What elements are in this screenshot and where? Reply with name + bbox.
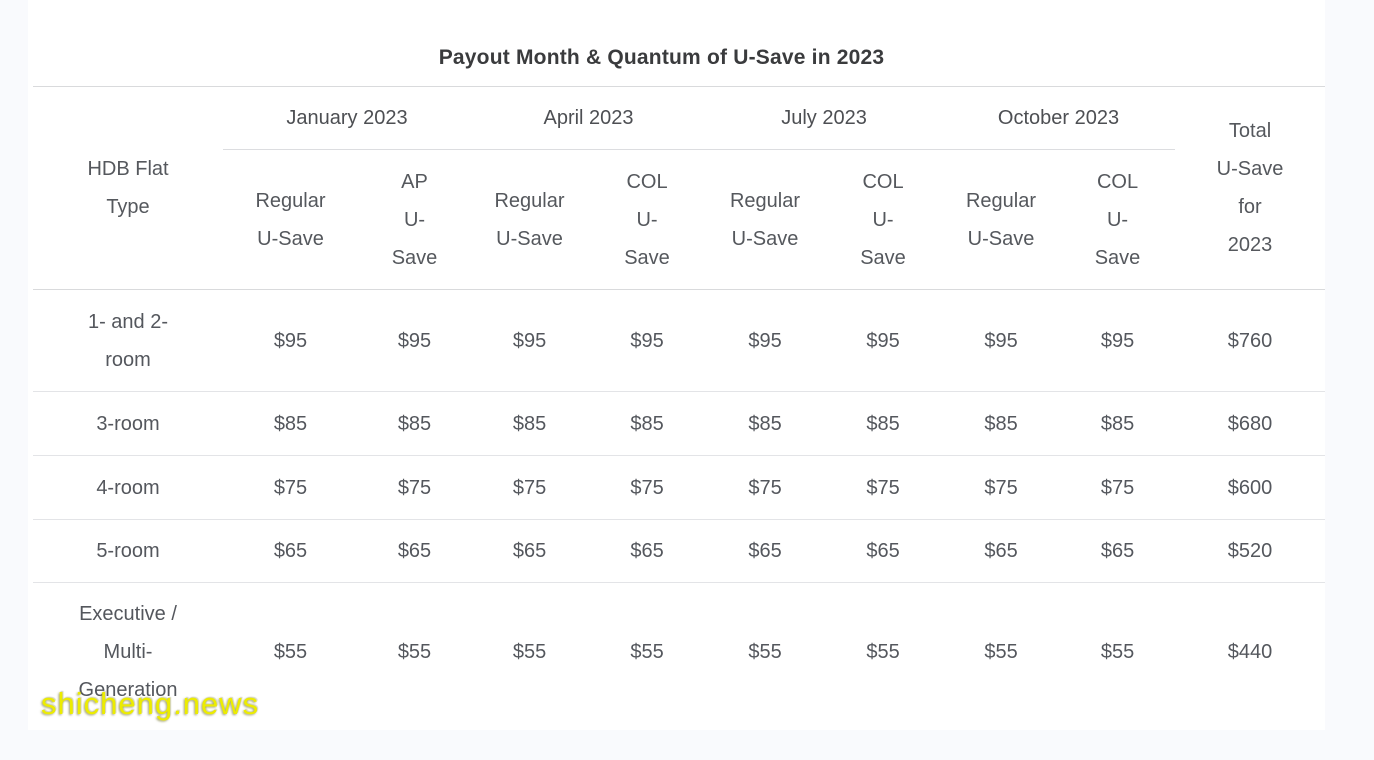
cell-value: $85 bbox=[824, 391, 943, 456]
cell-value: $85 bbox=[1060, 391, 1176, 456]
subheader-oct-col-usave: COL U- Save bbox=[1060, 149, 1176, 290]
table-row-5-room: 5-room $65 $65 $65 $65 $65 $65 $65 $65 $… bbox=[33, 519, 1326, 583]
cell-value: $95 bbox=[588, 289, 707, 392]
table-row-4-room: 4-room $75 $75 $75 $75 $75 $75 $75 $75 $… bbox=[33, 455, 1326, 520]
cell-value: $65 bbox=[223, 519, 358, 583]
cell-value: $85 bbox=[358, 391, 472, 456]
month-header-october: October 2023 bbox=[942, 86, 1176, 150]
subheader-jul-regular-usave: Regular U-Save bbox=[706, 149, 825, 290]
row-label: 5-room bbox=[33, 519, 223, 583]
row-label: Executive / Multi- Generation bbox=[78, 603, 178, 702]
cell-value: $55 bbox=[866, 641, 900, 664]
row-label: 3-room bbox=[33, 391, 223, 456]
cell-total: $600 bbox=[1175, 455, 1326, 520]
cell-value: $95 bbox=[1060, 289, 1176, 392]
cell-value: $95 bbox=[358, 289, 472, 392]
table-row-executive-multi-generation: Executive / Multi- Generation $55 $55 $5… bbox=[33, 583, 1325, 722]
cell-value: $65 bbox=[588, 519, 707, 583]
cell-value: $95 bbox=[824, 289, 943, 392]
cell-value: $55 bbox=[630, 641, 664, 664]
subheader-jan-regular-usave: Regular U-Save bbox=[223, 149, 358, 290]
subheader-apr-col-usave: COL U- Save bbox=[588, 149, 707, 290]
cell-value: $85 bbox=[223, 391, 358, 456]
cell-value: $85 bbox=[588, 391, 707, 456]
cell-value: $95 bbox=[223, 289, 358, 392]
subheader-jul-col-usave: COL U- Save bbox=[824, 149, 943, 290]
month-header-january: January 2023 bbox=[223, 86, 472, 150]
cell-value: $85 bbox=[942, 391, 1061, 456]
cell-total: $440 bbox=[1227, 641, 1273, 664]
row-label: 1- and 2- room bbox=[33, 289, 223, 392]
cell-value: $65 bbox=[471, 519, 589, 583]
cell-value: $55 bbox=[512, 641, 547, 664]
cell-value: $75 bbox=[942, 455, 1061, 520]
cell-value: $65 bbox=[824, 519, 943, 583]
month-header-april: April 2023 bbox=[471, 86, 707, 150]
cell-value: $85 bbox=[706, 391, 825, 456]
cell-value: $75 bbox=[358, 455, 472, 520]
cell-value: $75 bbox=[223, 455, 358, 520]
cell-value: $55 bbox=[1100, 641, 1135, 664]
subheader-row: Regular U-Save AP U- Save Regular U-Save COL… bbox=[33, 149, 1325, 290]
usave-payout-table: HDB Flat Type January 2023 April 2023 Ju… bbox=[33, 86, 1326, 722]
cell-value: $95 bbox=[471, 289, 589, 392]
table-row-3-room: 3-room $85 $85 $85 $85 $85 $85 $85 $85 $… bbox=[33, 391, 1326, 456]
month-header-july: July 2023 bbox=[706, 86, 943, 150]
subheader-apr-regular-usave: Regular U-Save bbox=[471, 149, 589, 290]
table-card: Payout Month & Quantum of U-Save in 2023… bbox=[28, 0, 1326, 730]
cell-total: $520 bbox=[1175, 519, 1326, 583]
cell-value: $75 bbox=[706, 455, 825, 520]
watermark-shicheng-news: shicheng.news bbox=[41, 686, 260, 721]
row-label: 4-room bbox=[33, 455, 223, 520]
cell-value: $75 bbox=[1060, 455, 1176, 520]
cell-value: $55 bbox=[748, 641, 782, 664]
cell-total: $680 bbox=[1175, 391, 1326, 456]
cell-value: $95 bbox=[706, 289, 825, 392]
table-row-1-2-room: 1- and 2- room $95 $95 $95 $95 $95 $95 $9… bbox=[33, 289, 1326, 392]
cell-value: $85 bbox=[471, 391, 589, 456]
subheader-oct-regular-usave: Regular U-Save bbox=[942, 149, 1061, 290]
month-header-row: HDB Flat Type January 2023 April 2023 Ju… bbox=[33, 86, 1326, 290]
corner-header-hdb-flat-type: HDB Flat Type bbox=[33, 86, 223, 290]
cell-value: $75 bbox=[588, 455, 707, 520]
cell-value: $55 bbox=[273, 641, 308, 664]
cell-total: $760 bbox=[1175, 289, 1326, 392]
cell-value: $65 bbox=[358, 519, 472, 583]
cell-value: $55 bbox=[397, 641, 432, 664]
cell-value: $65 bbox=[942, 519, 1061, 583]
cell-value: $65 bbox=[1060, 519, 1176, 583]
cell-value: $75 bbox=[471, 455, 589, 520]
cell-value: $95 bbox=[942, 289, 1061, 392]
subheader-jan-ap-usave: AP U- Save bbox=[358, 149, 472, 290]
cell-value: $55 bbox=[984, 641, 1018, 664]
cell-value: $65 bbox=[706, 519, 825, 583]
cell-value: $75 bbox=[824, 455, 943, 520]
table-title: Payout Month & Quantum of U-Save in 2023 bbox=[438, 46, 885, 69]
total-column-header: Total U-Save for 2023 bbox=[1175, 86, 1326, 290]
